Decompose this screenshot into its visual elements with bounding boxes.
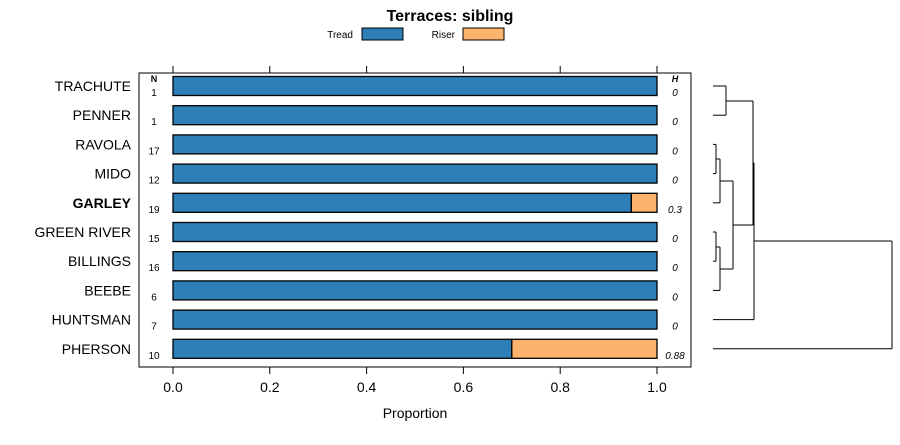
n-value: 17 [148,146,160,157]
n-value: 15 [148,234,160,245]
legend-label-riser: Riser [432,30,456,41]
x-axis: 0.0 0.2 0.4 0.6 0.8 1.0 [163,66,667,395]
n-value: 7 [151,322,157,333]
bar-segment-tread [172,134,658,155]
h-value: 0 [672,234,678,245]
dendrogram [713,85,893,350]
n-value: 19 [148,205,160,216]
category-label: BEEBE [84,282,131,298]
category-label: GREEN RIVER [35,224,131,240]
bar-segment-tread [172,221,658,243]
x-axis-label: Proportion [383,405,448,421]
legend-swatch-riser [462,27,505,41]
bar-segment-tread [172,192,632,213]
n-column-header: N [151,74,158,84]
h-value: 0 [672,322,678,333]
bar-segment-tread [172,251,658,272]
h-value: 0 [672,292,678,303]
h-value: 0 [672,146,678,157]
bar-segment-tread [172,338,513,359]
category-label: BILLINGS [68,253,131,269]
x-tick-label: 0.8 [550,379,570,395]
h-value: 0.3 [668,205,682,216]
h-value: 0.88 [665,351,685,362]
bar-segment-tread [172,280,658,301]
bar-segment-riser [630,192,658,213]
category-label: GARLEY [73,195,132,211]
n-value: 6 [151,292,157,303]
x-tick-label: 0.0 [163,379,183,395]
legend-label-tread: Tread [327,30,353,41]
x-tick-label: 0.2 [260,379,280,395]
legend-swatch-tread [361,27,404,41]
h-value: 0 [672,117,678,128]
category-label: PENNER [73,107,131,123]
category-label: HUNTSMAN [52,312,131,328]
category-label: RAVOLA [75,136,131,152]
n-value: 1 [151,88,157,99]
x-tick-label: 1.0 [647,379,667,395]
n-value: 16 [148,263,160,274]
h-value: 0 [672,176,678,187]
chart-title: Terraces: sibling [387,8,514,25]
n-value: 12 [148,176,160,187]
bar-segment-tread [172,163,658,184]
plot-frame [138,72,692,368]
x-tick-label: 0.4 [357,379,377,395]
bar-segment-tread [172,105,658,126]
category-label: PHERSON [62,341,131,357]
h-value: 0 [672,88,678,99]
n-value: 10 [148,351,160,362]
x-tick-label: 0.6 [454,379,474,395]
h-column-header: H [672,74,679,84]
legend: Tread Riser [327,27,505,41]
bar-segment-riser [511,338,658,359]
h-value: 0 [672,263,678,274]
n-value: 1 [151,117,157,128]
bar-segment-tread [172,309,658,330]
category-label: MIDO [94,166,131,182]
bar-segment-tread [172,75,658,97]
category-label: TRACHUTE [55,78,131,94]
